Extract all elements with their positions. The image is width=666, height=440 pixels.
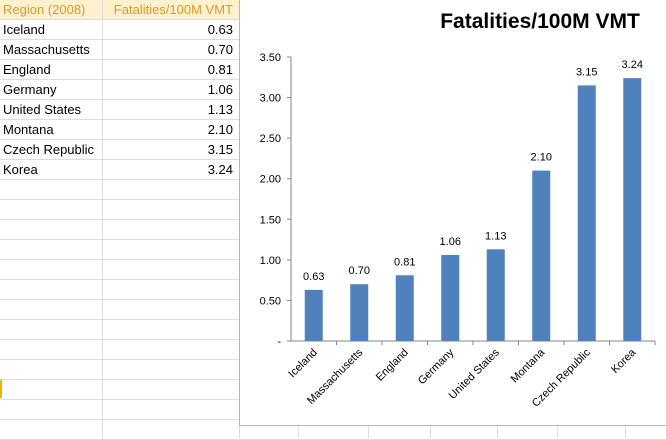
cell-region[interactable]: Iceland	[0, 20, 103, 39]
x-tick-label: England	[374, 347, 411, 384]
header-cell-region[interactable]: Region (2008)	[0, 0, 103, 19]
bar	[532, 170, 551, 341]
empty-cell[interactable]	[0, 420, 103, 439]
cell-region[interactable]: Massachusetts	[0, 40, 103, 59]
empty-cell[interactable]	[103, 200, 239, 219]
data-label: 1.13	[485, 230, 506, 242]
cell-region[interactable]: Czech Republic	[0, 140, 103, 159]
empty-cell[interactable]	[103, 380, 239, 399]
empty-cell[interactable]	[0, 220, 103, 239]
header-cell-fatalities[interactable]: Fatalities/100M VMT	[113, 2, 233, 17]
bar	[486, 249, 505, 341]
empty-cell[interactable]	[0, 300, 103, 319]
bar	[350, 284, 369, 341]
empty-cell[interactable]	[0, 320, 103, 339]
empty-cell[interactable]	[103, 240, 239, 259]
cell-fatalities[interactable]: 0.63	[207, 22, 233, 37]
bar	[304, 289, 323, 341]
chart-title: Fatalities/100M VMT	[440, 10, 640, 33]
y-tick-label: -	[277, 336, 281, 348]
empty-cell[interactable]	[103, 300, 239, 319]
empty-cell[interactable]	[103, 220, 239, 239]
x-tick-label: Iceland	[286, 347, 320, 381]
cell-fatalities[interactable]: 0.81	[207, 62, 233, 77]
cell-fatalities[interactable]: 1.06	[207, 82, 233, 97]
data-label: 0.81	[394, 256, 415, 268]
cell-fatalities[interactable]: 1.13	[207, 102, 233, 117]
empty-cell[interactable]	[0, 340, 103, 359]
bar	[441, 254, 460, 341]
cell-region[interactable]: Montana	[0, 120, 103, 139]
empty-cell[interactable]	[103, 280, 239, 299]
empty-cell[interactable]	[103, 360, 239, 379]
chart-plot-area: - 0.50 1.00 1.50 2.00 2.50 3.00 3.50 0.63 Iceland…	[260, 52, 656, 410]
empty-cell[interactable]	[103, 400, 239, 419]
empty-cell[interactable]	[103, 340, 239, 359]
y-tick-label: 1.50	[260, 214, 281, 226]
data-label: 0.63	[303, 271, 324, 283]
data-label: 3.24	[622, 59, 643, 71]
y-tick-label: 3.00	[260, 93, 281, 105]
bar	[395, 275, 414, 341]
x-tick-label: Montana	[509, 346, 548, 385]
empty-cell[interactable]	[0, 400, 103, 419]
empty-cell[interactable]	[0, 200, 103, 219]
cell-region[interactable]: Germany	[0, 80, 103, 99]
bar-chart[interactable]: Fatalities/100M VMT - 0.50 1.00 1.50 2.00 2.5…	[239, 0, 666, 426]
empty-cell[interactable]	[0, 380, 103, 399]
bar	[623, 78, 642, 342]
bar	[577, 85, 596, 342]
empty-cell[interactable]	[103, 260, 239, 279]
empty-cell[interactable]	[103, 180, 239, 199]
empty-cell[interactable]	[0, 240, 103, 259]
empty-cell[interactable]	[0, 360, 103, 379]
row-selection-marker	[0, 380, 2, 398]
cell-fatalities[interactable]: 3.24	[207, 162, 233, 177]
empty-cell[interactable]	[0, 180, 103, 199]
x-tick-label: Germany	[416, 346, 457, 387]
cell-fatalities[interactable]: 2.10	[207, 122, 233, 137]
cell-region[interactable]: England	[0, 60, 103, 79]
cell-region[interactable]: United States	[0, 100, 103, 119]
cell-region[interactable]: Korea	[0, 160, 103, 179]
data-label: 3.15	[576, 66, 597, 78]
y-tick-label: 2.00	[260, 174, 281, 186]
empty-cell[interactable]	[0, 260, 103, 279]
y-tick-label: 0.50	[260, 295, 281, 307]
cell-fatalities[interactable]: 0.70	[207, 42, 233, 57]
empty-cell[interactable]	[0, 280, 103, 299]
y-tick-label: 1.00	[260, 255, 281, 267]
empty-cell[interactable]	[103, 420, 239, 439]
data-label: 1.06	[440, 236, 461, 248]
cell-fatalities[interactable]: 3.15	[207, 142, 233, 157]
y-tick-label: 2.50	[260, 133, 281, 145]
empty-cell[interactable]	[103, 320, 239, 339]
data-label: 2.10	[531, 152, 552, 164]
data-label: 0.70	[349, 265, 370, 277]
y-tick-label: 3.50	[260, 52, 281, 64]
x-tick-label: Korea	[609, 346, 639, 376]
